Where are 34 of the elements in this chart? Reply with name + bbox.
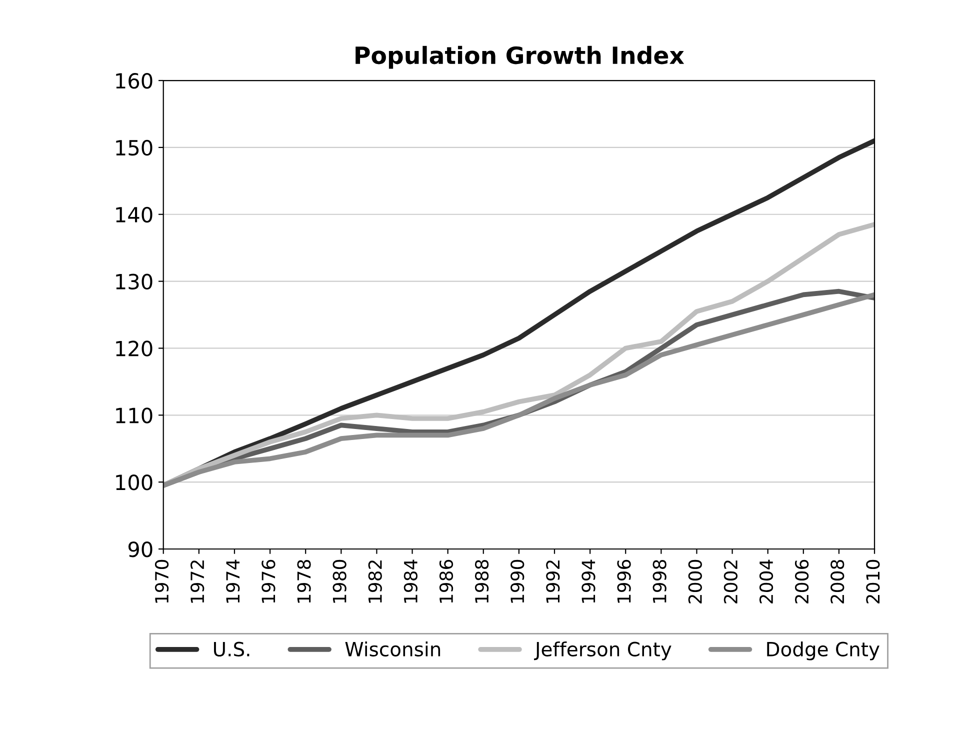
chart-title: Population Growth Index [356, 46, 684, 69]
x-tick-label: 2010 [866, 560, 880, 604]
y-tick-label: 140 [116, 206, 152, 223]
x-tick-label: 2002 [724, 560, 738, 604]
x-tick-label: 1976 [262, 560, 276, 603]
legend-label: Dodge Cnty [767, 641, 880, 660]
x-tick-label: 1988 [474, 560, 489, 603]
x-tick-label: 1978 [297, 560, 311, 603]
x-tick-label: 1994 [582, 560, 596, 603]
x-tick-label: 1984 [404, 560, 418, 603]
x-tick-label: 1980 [332, 560, 346, 603]
legend-label: U.S. [214, 642, 250, 657]
x-tick-label: 2004 [759, 560, 774, 604]
x-tick-label: 1982 [368, 560, 382, 603]
y-tick-label: 120 [116, 340, 152, 356]
x-tick-label: 1998 [652, 560, 666, 603]
x-tick-label: 2008 [830, 560, 844, 604]
y-tick-label: 130 [116, 274, 152, 290]
y-tick-label: 100 [116, 474, 152, 490]
x-tick-label: 1992 [546, 560, 560, 603]
legend-label: Wisconsin [345, 641, 440, 657]
x-tick-label: 1990 [510, 560, 524, 603]
legend-label: Jefferson Cnty [534, 641, 672, 660]
y-tick-label: 160 [116, 72, 152, 89]
x-tick-label: 1974 [226, 560, 240, 603]
x-tick-label: 1970 [154, 560, 169, 603]
x-tick-label: 2000 [688, 560, 702, 604]
x-tick-label: 1986 [439, 560, 454, 603]
x-tick-label: 1972 [190, 560, 204, 603]
y-tick-label: 150 [116, 140, 152, 156]
x-tick-label: 1996 [617, 560, 631, 603]
x-tick-label: 2006 [794, 560, 809, 604]
y-tick-label: 90 [128, 541, 152, 558]
y-tick-label: 110 [116, 408, 152, 424]
